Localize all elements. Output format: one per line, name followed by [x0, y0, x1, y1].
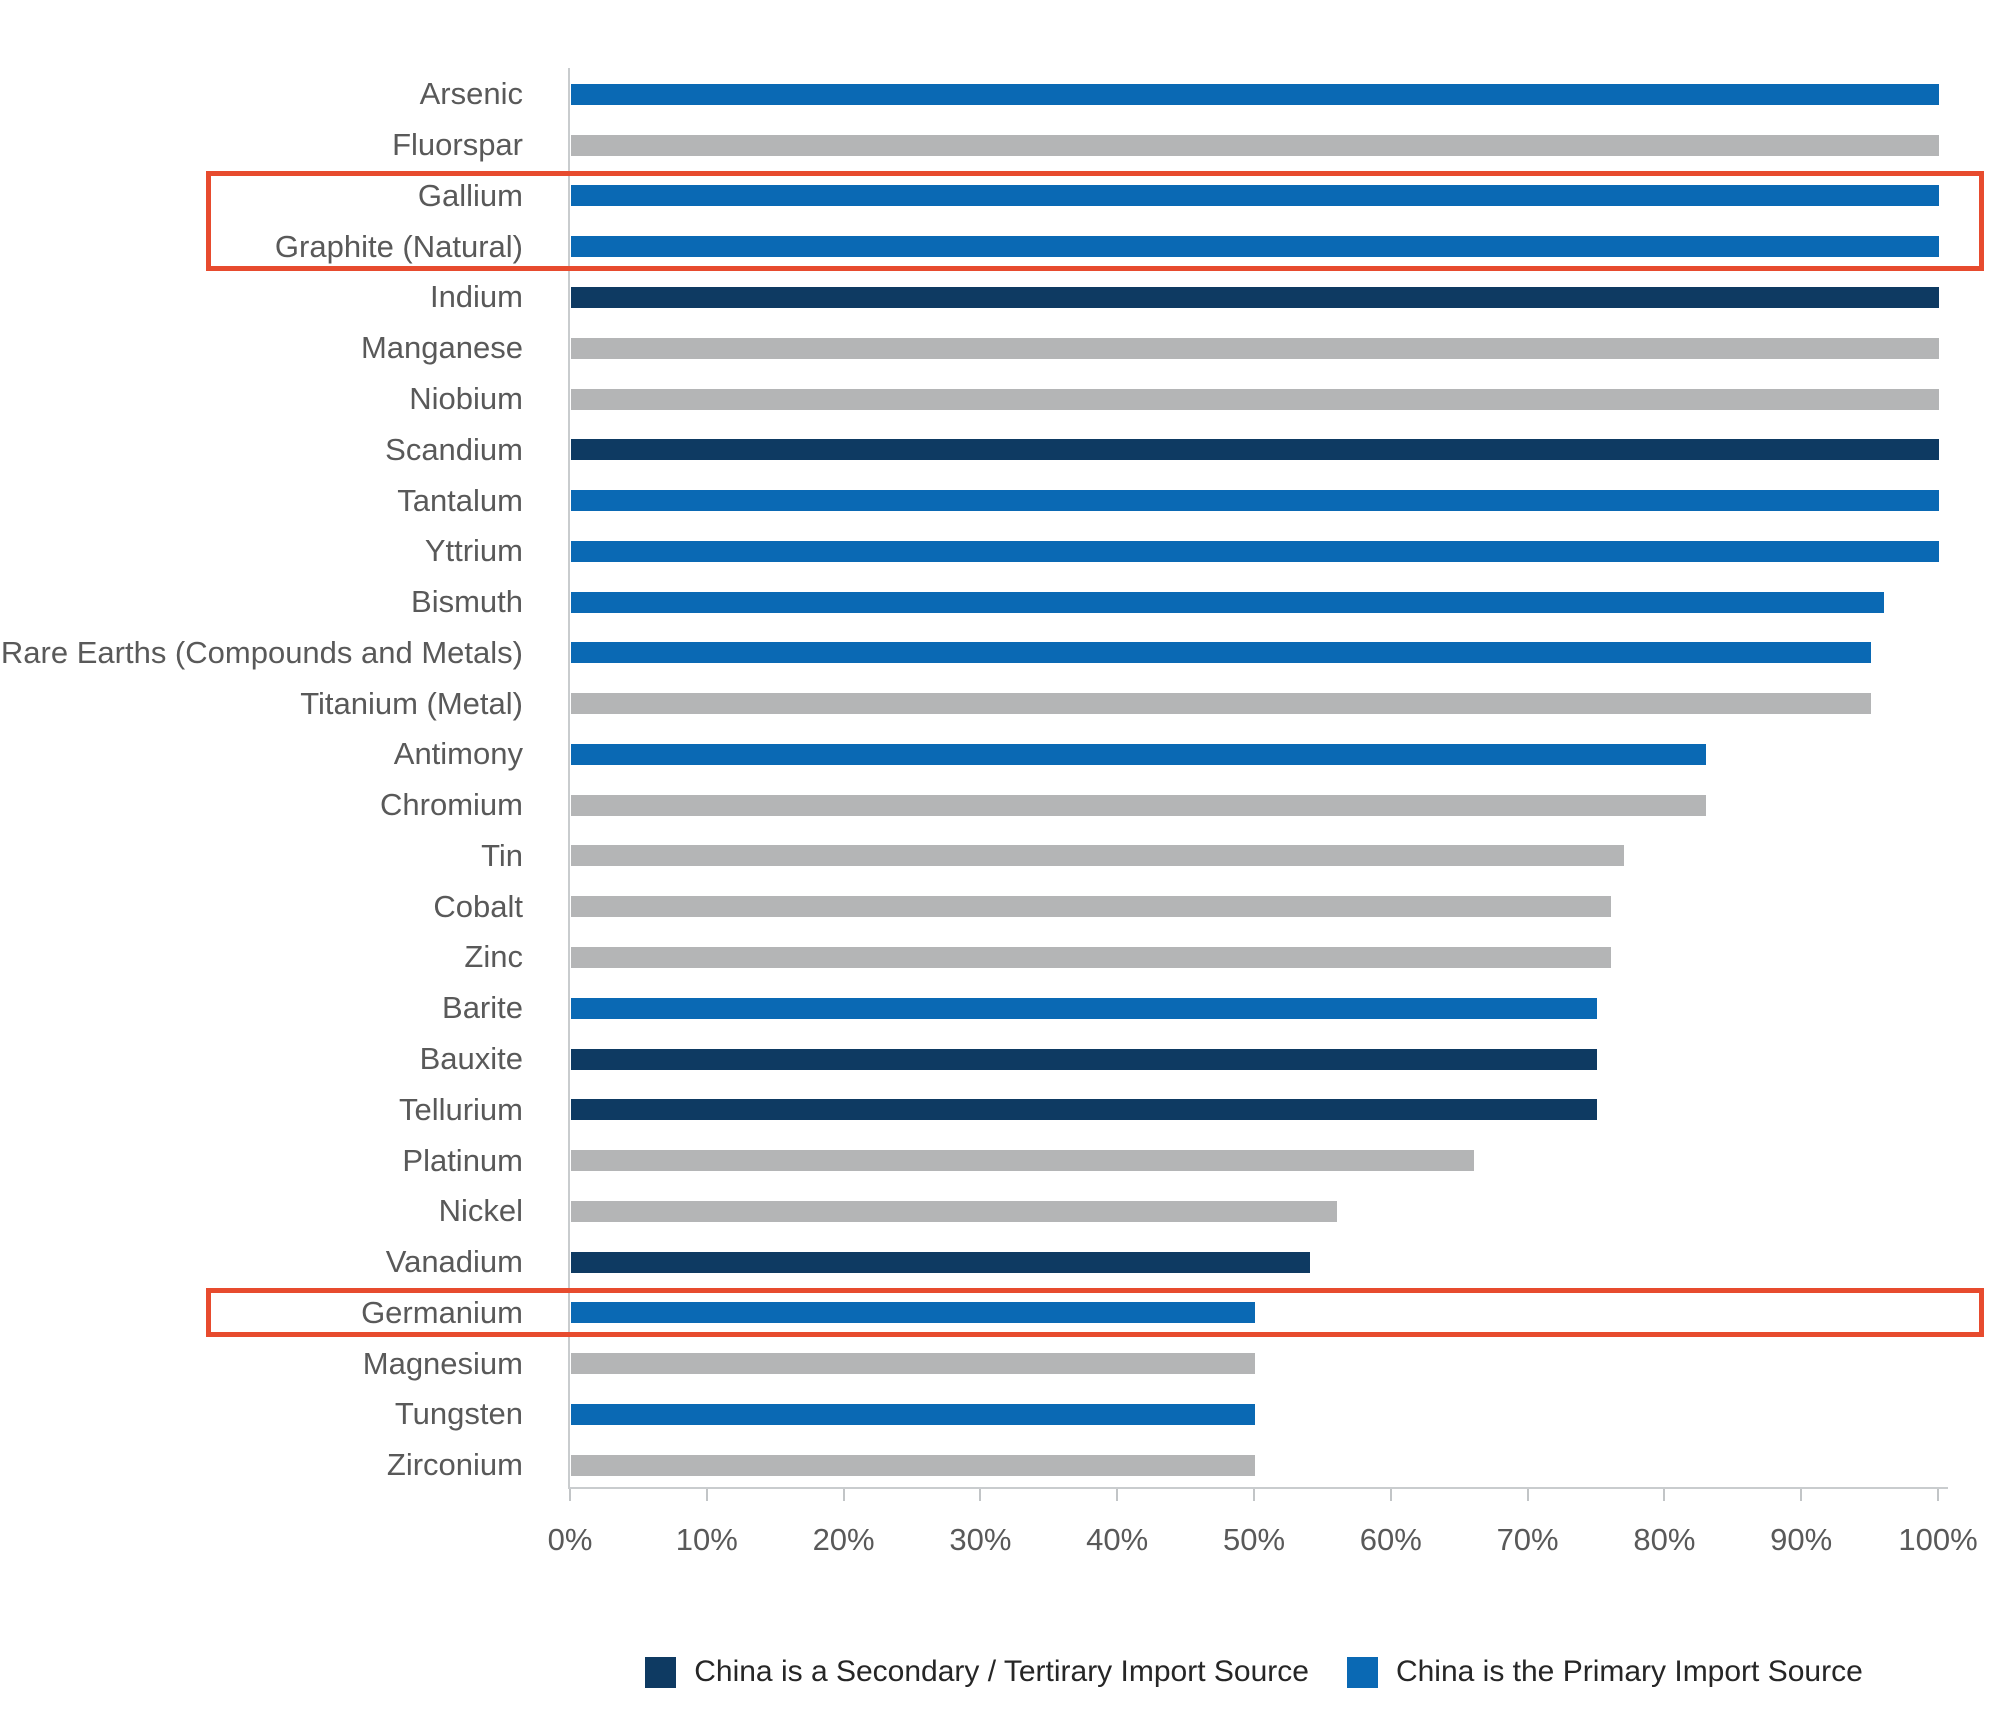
category-label-manganese: Manganese	[360, 330, 523, 366]
bar-barite	[571, 997, 1597, 1019]
x-axis-tick	[705, 1489, 708, 1501]
bar-cobalt	[571, 896, 1611, 918]
highlight-box-germanium	[206, 1288, 1984, 1338]
x-axis-tick-label: 20%	[812, 1522, 875, 1557]
category-label-zirconium: Zirconium	[386, 1447, 523, 1483]
category-label-vanadium: Vanadium	[385, 1244, 523, 1280]
category-label-gallium: Gallium	[417, 177, 523, 213]
bar-arsenic	[571, 83, 1939, 105]
bar-germanium	[571, 1302, 1255, 1324]
category-label-titanium-metal: Titanium (Metal)	[300, 685, 523, 721]
category-label-arsenic: Arsenic	[419, 76, 523, 112]
highlight-box-gallium	[206, 171, 1984, 272]
legend-item-primary: China is the Primary Import Source	[1346, 1655, 1863, 1689]
x-axis-tick	[1526, 1489, 1529, 1501]
x-axis-tick-label: 90%	[1770, 1522, 1833, 1557]
x-axis-tick	[1937, 1489, 1939, 1501]
x-axis-tick	[1663, 1489, 1666, 1501]
bar-zirconium	[571, 1454, 1255, 1476]
bar-zinc	[571, 946, 1611, 968]
category-label-tungsten: Tungsten	[394, 1396, 523, 1432]
category-label-indium: Indium	[429, 279, 523, 315]
bar-gallium	[571, 185, 1939, 207]
bar-fluorspar	[571, 134, 1939, 156]
category-label-zinc: Zinc	[464, 939, 523, 975]
x-axis-tick-label: 50%	[1222, 1522, 1286, 1557]
bar-titanium-metal	[571, 693, 1871, 715]
category-label-yttrium: Yttrium	[424, 533, 523, 569]
x-axis-tick	[1116, 1489, 1119, 1501]
bar-indium	[571, 286, 1939, 308]
legend: China is a Secondary / Tertirary Import …	[570, 1652, 1938, 1692]
category-label-fluorspar: Fluorspar	[392, 127, 523, 163]
x-axis-tick-label: 40%	[1086, 1522, 1149, 1557]
x-axis-tick-label: 80%	[1633, 1522, 1696, 1557]
bar-yttrium	[571, 540, 1939, 562]
category-label-niobium: Niobium	[409, 380, 523, 416]
bar-graphite-natural	[571, 236, 1939, 258]
category-label-graphite-natural: Graphite (Natural)	[274, 228, 523, 264]
category-label-nickel: Nickel	[438, 1193, 523, 1229]
category-label-tin: Tin	[481, 837, 523, 873]
legend-item-secondary: China is a Secondary / Tertirary Import …	[645, 1655, 1309, 1689]
bar-antimony	[571, 743, 1707, 765]
x-axis-tick	[1253, 1489, 1255, 1501]
bar-tellurium	[571, 1099, 1597, 1121]
x-axis-tick-label: 10%	[675, 1522, 738, 1557]
category-label-bismuth: Bismuth	[411, 584, 523, 620]
bar-nickel	[571, 1200, 1338, 1222]
x-axis-tick-label: 30%	[949, 1522, 1012, 1557]
category-label-antimony: Antimony	[393, 736, 523, 772]
legend-swatch-primary-icon	[1346, 1656, 1378, 1688]
category-label-tellurium: Tellurium	[398, 1091, 523, 1127]
bar-bauxite	[571, 1048, 1597, 1070]
legend-label-primary: China is the Primary Import Source	[1395, 1655, 1863, 1688]
legend-label-secondary: China is a Secondary / Tertirary Import …	[694, 1655, 1309, 1688]
bar-tantalum	[571, 490, 1939, 512]
y-axis-line	[568, 68, 570, 1489]
category-label-cobalt: Cobalt	[433, 888, 523, 924]
bar-tin	[571, 845, 1625, 867]
bar-platinum	[571, 1150, 1474, 1172]
x-axis-tick-label: 0%	[547, 1522, 593, 1557]
bar-magnesium	[571, 1353, 1255, 1375]
category-label-bauxite: Bauxite	[419, 1041, 523, 1076]
bar-rare-earths-compounds-and-metals	[571, 642, 1871, 664]
category-label-germanium: Germanium	[361, 1294, 523, 1330]
x-axis-tick-label: 100%	[1898, 1522, 1978, 1557]
x-axis-tick	[1800, 1489, 1803, 1501]
x-axis-tick-label: 70%	[1496, 1522, 1559, 1557]
bar-vanadium	[571, 1251, 1310, 1273]
legend-swatch-secondary-icon	[645, 1656, 677, 1688]
bar-niobium	[571, 388, 1939, 410]
category-label-rare-earths-compounds-and-metals: Rare Earths (Compounds and Metals)	[0, 634, 523, 670]
category-label-platinum: Platinum	[402, 1142, 523, 1178]
bar-manganese	[571, 337, 1939, 359]
bar-chromium	[571, 794, 1707, 816]
x-axis-tick	[842, 1489, 845, 1501]
bar-tungsten	[571, 1403, 1255, 1425]
category-label-magnesium: Magnesium	[362, 1345, 523, 1381]
x-axis-tick	[569, 1489, 571, 1501]
bar-scandium	[571, 439, 1939, 461]
category-label-chromium: Chromium	[380, 787, 523, 823]
x-axis-tick	[1389, 1489, 1392, 1501]
x-axis-tick	[979, 1489, 982, 1501]
category-label-barite: Barite	[442, 990, 523, 1026]
x-axis-tick-label: 60%	[1359, 1522, 1422, 1557]
x-axis-line	[568, 1487, 1948, 1489]
bar-bismuth	[571, 591, 1885, 613]
category-label-scandium: Scandium	[385, 431, 523, 467]
category-label-tantalum: Tantalum	[397, 482, 523, 518]
